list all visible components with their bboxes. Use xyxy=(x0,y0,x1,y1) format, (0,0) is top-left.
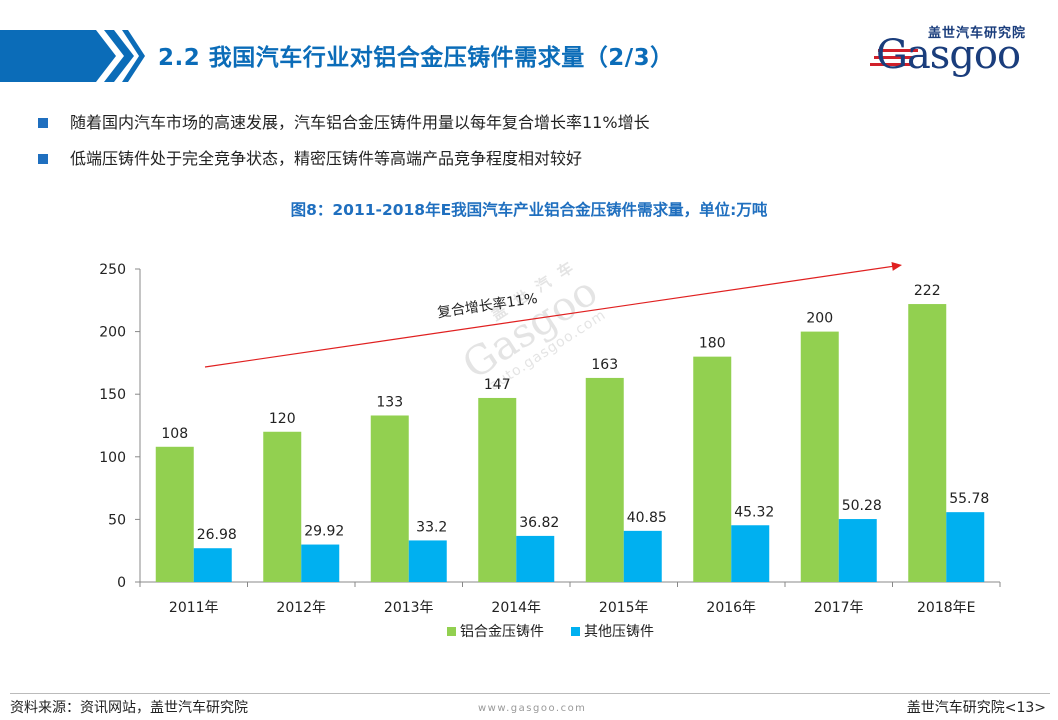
square-bullet-icon xyxy=(38,154,48,164)
data-label-aluminum: 147 xyxy=(484,377,511,393)
y-tick-label: 250 xyxy=(99,262,126,278)
logo-wordmark: Gasgoo xyxy=(876,32,1021,78)
bar-other xyxy=(731,525,770,582)
legend-swatch-aluminum xyxy=(447,627,456,636)
bullet-item: 低端压铸件处于完全竞争状态，精密压铸件等高端产品竞争程度相对较好 xyxy=(38,148,650,184)
data-label-other: 40.85 xyxy=(627,510,667,526)
x-tick-label: 2012年 xyxy=(276,600,326,616)
data-label-aluminum: 180 xyxy=(699,336,726,352)
bar-other xyxy=(516,535,555,582)
legend-swatch-other xyxy=(571,627,580,636)
bullet-text: 低端压铸件处于完全竞争状态，精密压铸件等高端产品竞争程度相对较好 xyxy=(70,149,583,168)
data-label-aluminum: 222 xyxy=(914,283,941,299)
growth-arrow-line xyxy=(204,265,895,368)
y-tick-label: 50 xyxy=(108,512,126,528)
logo-stripes-icon xyxy=(870,49,918,66)
logo-chinese-text: 盖世汽车研究院 xyxy=(928,26,1027,41)
bullet-text: 随着国内汽车市场的高速发展，汽车铝合金压铸件用量以每年复合增长率11%增长 xyxy=(70,113,650,132)
bar-other xyxy=(623,530,662,582)
data-label-other: 36.82 xyxy=(519,515,559,531)
data-label-other: 26.98 xyxy=(197,527,237,543)
x-tick-label: 2016年 xyxy=(706,600,756,616)
data-label-other: 45.32 xyxy=(734,504,774,520)
square-bullet-icon xyxy=(38,118,48,128)
bar-aluminum xyxy=(800,331,839,582)
bar-aluminum xyxy=(585,377,624,582)
x-tick-label: 2017年 xyxy=(814,600,864,616)
footer-page-number: 盖世汽车研究院<13> xyxy=(906,700,1046,716)
bullet-list: 随着国内汽车市场的高速发展，汽车铝合金压铸件用量以每年复合增长率11%增长 低端… xyxy=(38,112,650,184)
growth-arrow-head xyxy=(891,261,902,271)
x-tick-label: 2013年 xyxy=(384,600,434,616)
gasgoo-logo: 盖世汽车研究院 Gasgoo xyxy=(870,22,1045,80)
growth-annotation: 复合增长率11% xyxy=(436,290,539,321)
legend-label-other: 其他压铸件 xyxy=(584,624,654,640)
title-band xyxy=(0,30,145,82)
bar-aluminum xyxy=(693,356,732,582)
footer-divider xyxy=(10,693,1050,694)
bar-other xyxy=(946,512,985,582)
bar-aluminum xyxy=(370,415,409,582)
bar-other xyxy=(838,519,877,582)
data-label-aluminum: 108 xyxy=(161,426,188,442)
x-tick-label: 2015年 xyxy=(599,600,649,616)
bullet-item: 随着国内汽车市场的高速发展，汽车铝合金压铸件用量以每年复合增长率11%增长 xyxy=(38,112,650,148)
y-tick-label: 100 xyxy=(99,450,126,466)
footer-site: www.gasgoo.com xyxy=(478,703,587,714)
x-tick-label: 2014年 xyxy=(491,600,541,616)
bar-aluminum xyxy=(263,431,302,582)
data-label-aluminum: 163 xyxy=(591,357,618,373)
data-label-other: 55.78 xyxy=(949,491,989,507)
y-tick-label: 200 xyxy=(99,325,126,341)
page-title: 2.2 我国汽车行业对铝合金压铸件需求量（2/3） xyxy=(158,45,674,71)
footer-source: 资料来源：资讯网站，盖世汽车研究院 xyxy=(10,700,248,716)
bar-aluminum xyxy=(908,304,947,582)
bar-other xyxy=(408,540,447,582)
y-tick-label: 0 xyxy=(117,575,126,591)
chart-title: 图8：2011-2018年E我国汽车产业铝合金压铸件需求量，单位:万吨 xyxy=(290,201,768,219)
bar-aluminum xyxy=(155,446,194,582)
y-tick-label: 150 xyxy=(99,387,126,403)
data-label-other: 33.2 xyxy=(416,519,447,535)
data-label-other: 29.92 xyxy=(304,524,344,540)
data-label-aluminum: 200 xyxy=(806,311,833,327)
bar-other xyxy=(193,548,232,582)
data-label-other: 50.28 xyxy=(842,498,882,514)
x-tick-label: 2011年 xyxy=(169,600,219,616)
legend-label-aluminum: 铝合金压铸件 xyxy=(460,624,544,640)
bar-other xyxy=(301,544,340,582)
data-label-aluminum: 133 xyxy=(376,394,403,410)
bar-aluminum xyxy=(478,397,517,582)
x-tick-label: 2018年E xyxy=(917,600,975,616)
data-label-aluminum: 120 xyxy=(269,411,296,427)
